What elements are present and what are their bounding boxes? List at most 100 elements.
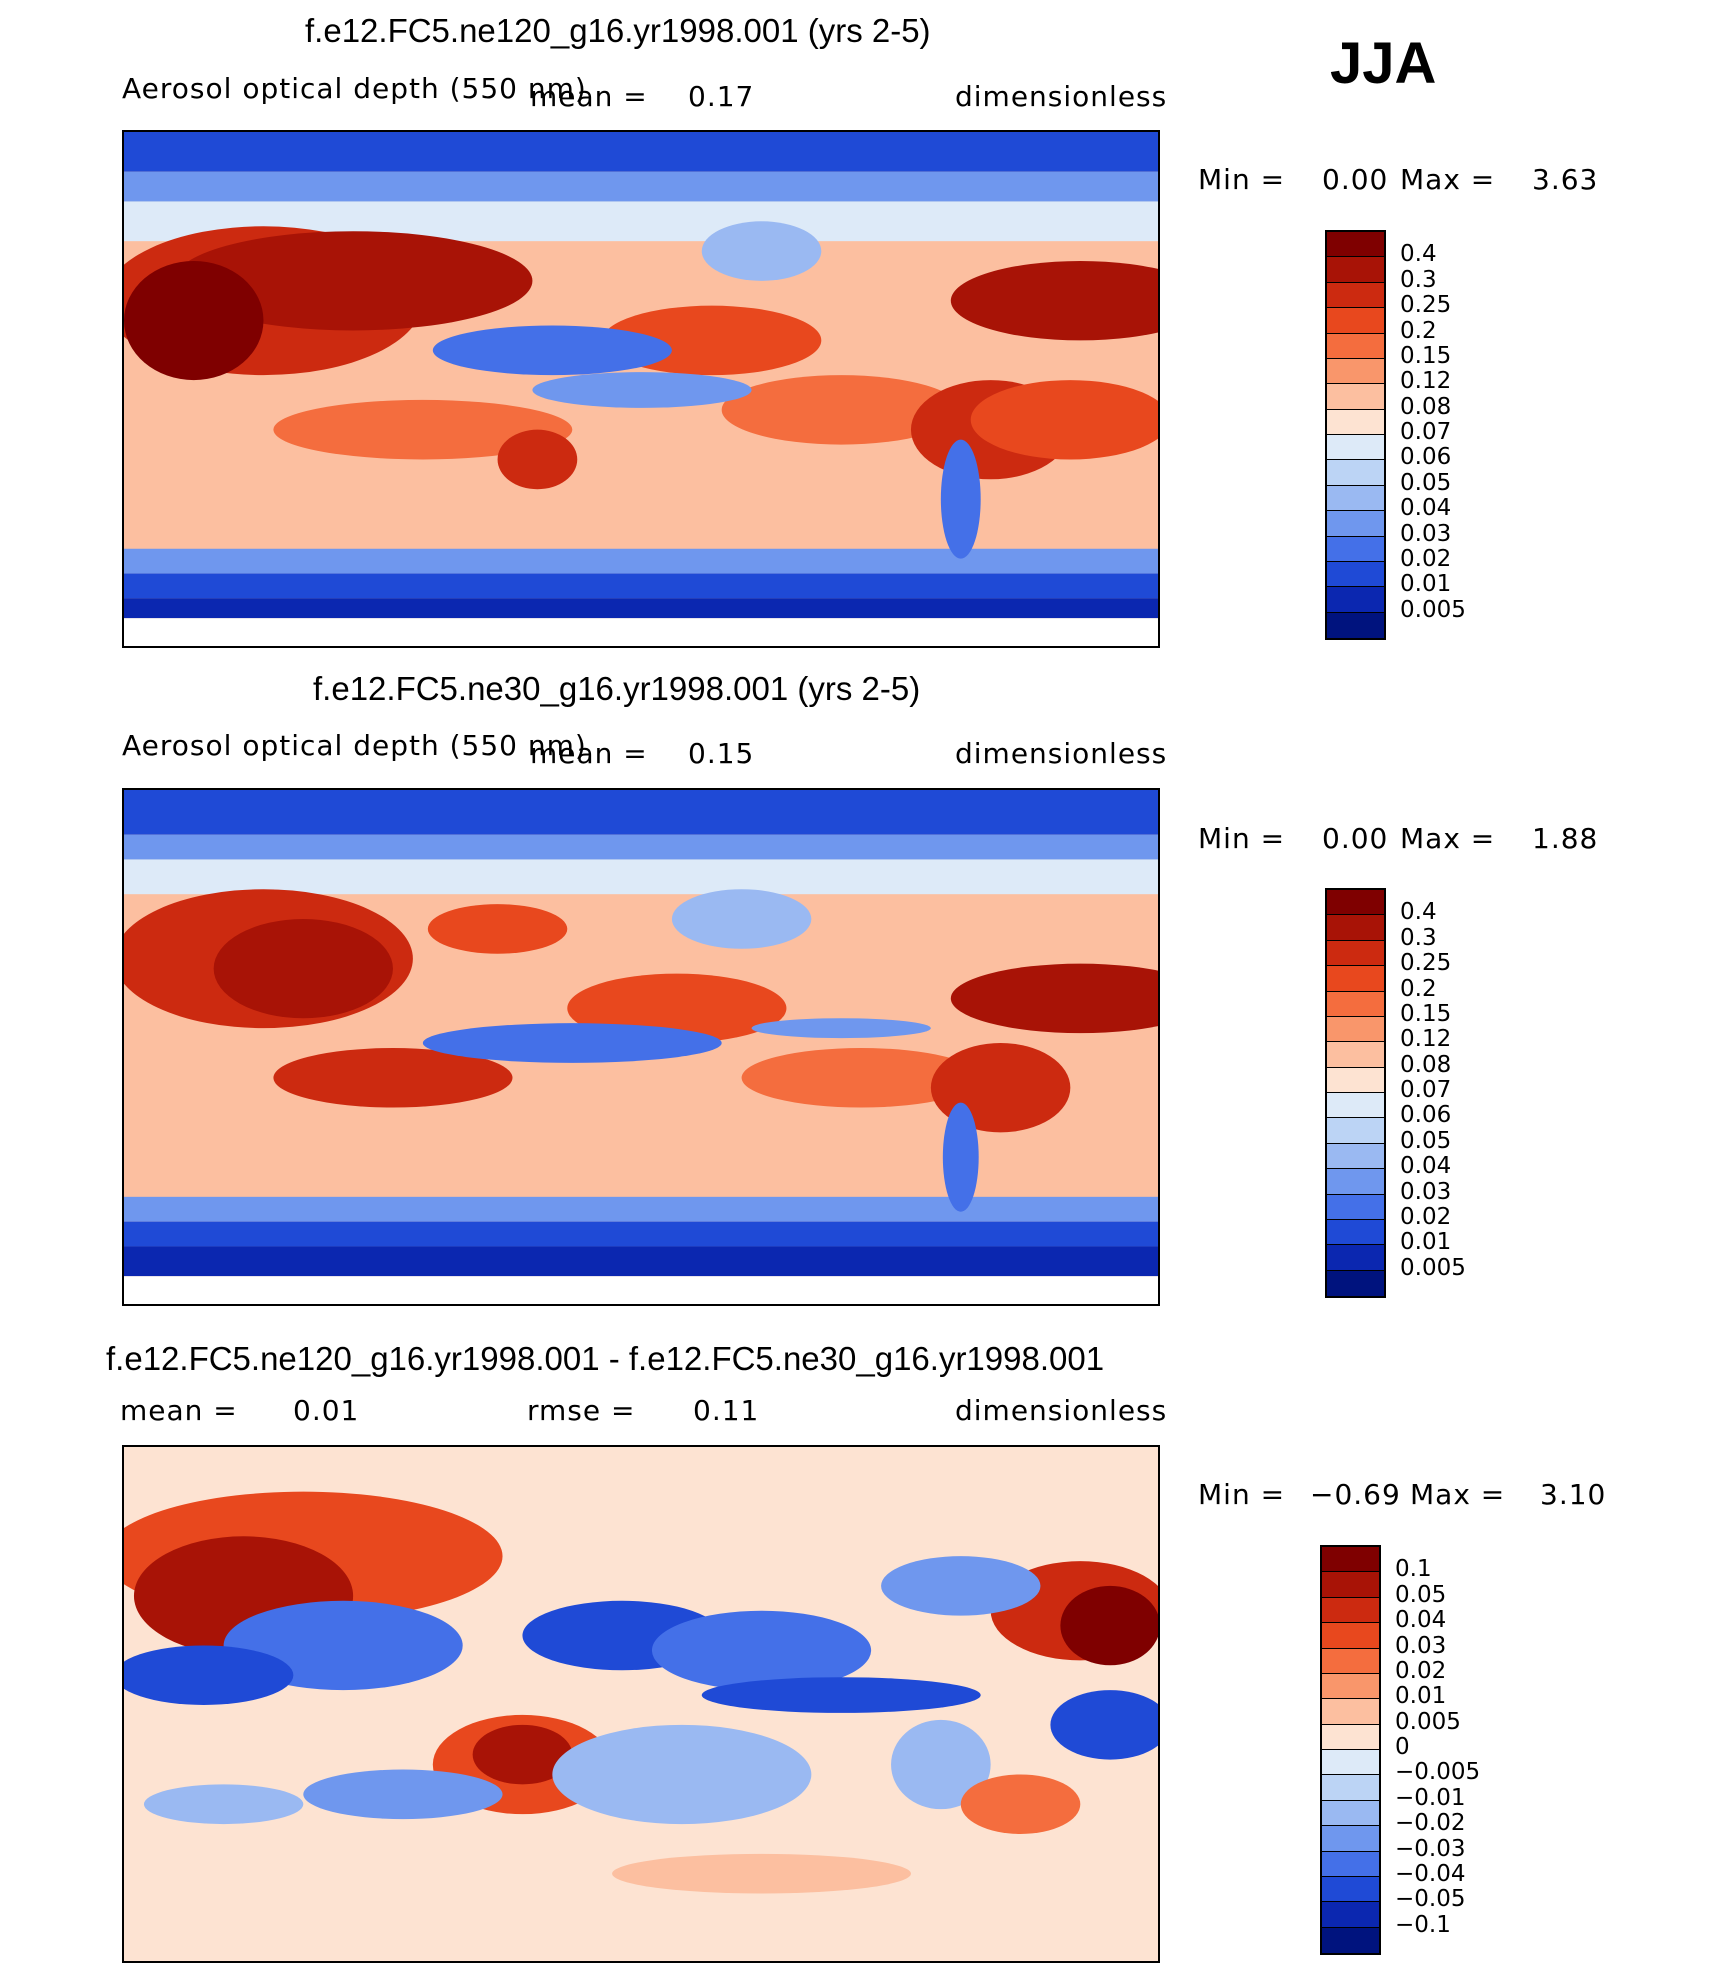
colorbar-label: 0.03 bbox=[1395, 1632, 1447, 1659]
colorbar-label: −0.04 bbox=[1395, 1860, 1466, 1887]
colorbar-swatch bbox=[1327, 940, 1384, 967]
panel-2-variable-label: Aerosol optical depth (550 nm) bbox=[122, 729, 587, 762]
colorbar-label: 0.04 bbox=[1395, 1607, 1447, 1634]
colorbar-label: 0.07 bbox=[1400, 419, 1452, 445]
colorbar-label: 0.08 bbox=[1400, 1051, 1452, 1078]
colorbar-swatch bbox=[1327, 485, 1384, 512]
panel-3-mean-label: mean = bbox=[120, 1394, 238, 1427]
colorbar-label: −0.01 bbox=[1395, 1784, 1466, 1811]
colorbar-label: 0.02 bbox=[1400, 1203, 1452, 1230]
colorbar-swatch bbox=[1322, 1699, 1379, 1725]
colorbar-swatch bbox=[1327, 1016, 1384, 1043]
colorbar-swatch bbox=[1327, 587, 1384, 613]
colorbar-label: 0.005 bbox=[1395, 1708, 1461, 1735]
colorbar-swatch bbox=[1327, 308, 1384, 334]
colorbar-label: 0.2 bbox=[1400, 975, 1437, 1002]
colorbar-label: 0.01 bbox=[1400, 1229, 1452, 1256]
colorbar-swatch bbox=[1322, 1547, 1379, 1573]
panel-3-mean-value: 0.01 bbox=[293, 1394, 360, 1427]
colorbar-swatch bbox=[1322, 1572, 1379, 1598]
colorbar-swatch bbox=[1322, 1673, 1379, 1700]
colorbar-swatch bbox=[1322, 1902, 1379, 1928]
colorbar-swatch bbox=[1322, 1800, 1379, 1827]
colorbar-swatch bbox=[1327, 1143, 1384, 1170]
panel-2-min-label: Min = bbox=[1198, 822, 1286, 855]
colorbar-swatch bbox=[1327, 536, 1384, 562]
colorbar-swatch bbox=[1322, 1750, 1379, 1776]
colorbar-label: 0.05 bbox=[1395, 1581, 1447, 1608]
colorbar-label: −0.02 bbox=[1395, 1810, 1466, 1837]
colorbar-swatch bbox=[1327, 1067, 1384, 1093]
colorbar-swatch bbox=[1327, 991, 1384, 1017]
panel-2-units: dimensionless bbox=[955, 737, 1168, 770]
panel-1-variable-label: Aerosol optical depth (550 nm) bbox=[122, 72, 587, 105]
colorbar-swatch bbox=[1327, 1093, 1384, 1119]
colorbar-label: 0.05 bbox=[1400, 1127, 1452, 1154]
colorbar-label: 0.06 bbox=[1400, 444, 1452, 471]
colorbar-swatch bbox=[1327, 511, 1384, 537]
colorbar-label: 0.08 bbox=[1400, 393, 1452, 420]
colorbar-swatch bbox=[1322, 1724, 1379, 1750]
colorbar-swatch bbox=[1322, 1876, 1379, 1903]
colorbar-label: 0.4 bbox=[1400, 241, 1437, 268]
panel-2-title: f.e12.FC5.ne30_g16.yr1998.001 (yrs 2-5) bbox=[313, 670, 921, 707]
colorbar-label: 0.12 bbox=[1400, 368, 1452, 395]
colorbar-swatch bbox=[1327, 1270, 1384, 1296]
colorbar-swatch bbox=[1322, 1775, 1379, 1801]
colorbar-swatch bbox=[1327, 282, 1384, 309]
colorbar-swatch bbox=[1327, 1194, 1384, 1220]
colorbar-swatch bbox=[1322, 1623, 1379, 1649]
panel-1-min-value: 0.00 bbox=[1322, 163, 1389, 196]
panel-3-min-value: −0.69 bbox=[1310, 1478, 1401, 1511]
panel-1-mean-value: 0.17 bbox=[688, 80, 755, 113]
colorbar-swatch bbox=[1327, 435, 1384, 461]
panel-3-map-field bbox=[124, 1447, 1158, 1961]
panel-3-units: dimensionless bbox=[955, 1394, 1168, 1427]
colorbar-label: 0.005 bbox=[1400, 596, 1466, 623]
panel-1-mean-label: mean = bbox=[530, 80, 648, 113]
panel-2-map bbox=[122, 788, 1160, 1306]
panel-3-max-value: 3.10 bbox=[1540, 1478, 1607, 1511]
panel-1-colorbar bbox=[1325, 230, 1386, 640]
colorbar-swatch bbox=[1327, 1245, 1384, 1271]
panel-3-max-label: Max = bbox=[1410, 1478, 1506, 1511]
colorbar-label: 0.1 bbox=[1395, 1556, 1432, 1583]
panel-2-mean-label: mean = bbox=[530, 737, 648, 770]
colorbar-label: −0.03 bbox=[1395, 1835, 1466, 1862]
panel-1-units: dimensionless bbox=[955, 80, 1168, 113]
colorbar-label: −0.005 bbox=[1395, 1759, 1481, 1786]
colorbar-swatch bbox=[1322, 1826, 1379, 1852]
colorbar-swatch bbox=[1327, 409, 1384, 435]
colorbar-swatch bbox=[1327, 1219, 1384, 1246]
colorbar-label: 0.02 bbox=[1395, 1657, 1447, 1684]
colorbar-swatch bbox=[1327, 612, 1384, 638]
colorbar-label: 0.12 bbox=[1400, 1026, 1452, 1053]
colorbar-label: 0.3 bbox=[1400, 924, 1437, 951]
colorbar-label: 0.4 bbox=[1400, 899, 1437, 926]
panel-1-map bbox=[122, 130, 1160, 648]
colorbar-swatch bbox=[1327, 232, 1384, 258]
colorbar-label: 0.02 bbox=[1400, 545, 1452, 572]
panel-1-map-field bbox=[124, 132, 1158, 646]
colorbar-label: 0.005 bbox=[1400, 1254, 1466, 1281]
colorbar-label: 0.03 bbox=[1400, 1178, 1452, 1205]
colorbar-swatch bbox=[1322, 1851, 1379, 1877]
colorbar-label: 0.25 bbox=[1400, 292, 1452, 319]
colorbar-swatch bbox=[1327, 460, 1384, 486]
panel-2-max-label: Max = bbox=[1400, 822, 1496, 855]
season-label: JJA bbox=[1330, 31, 1437, 96]
colorbar-label: 0.04 bbox=[1400, 495, 1452, 522]
panel-2-mean-value: 0.15 bbox=[688, 737, 755, 770]
panel-2-map-field bbox=[124, 790, 1158, 1304]
colorbar-label: −0.1 bbox=[1395, 1911, 1451, 1938]
colorbar-label: 0.03 bbox=[1400, 520, 1452, 547]
colorbar-label: 0.01 bbox=[1400, 571, 1452, 598]
colorbar-label: 0.07 bbox=[1400, 1077, 1452, 1103]
panel-3-map bbox=[122, 1445, 1160, 1963]
colorbar-label: 0.2 bbox=[1400, 317, 1437, 344]
colorbar-label: 0.04 bbox=[1400, 1153, 1452, 1180]
colorbar-swatch bbox=[1322, 1927, 1379, 1953]
panel-2-colorbar bbox=[1325, 888, 1386, 1298]
colorbar-swatch bbox=[1327, 333, 1384, 359]
panel-3-colorbar bbox=[1320, 1545, 1381, 1955]
